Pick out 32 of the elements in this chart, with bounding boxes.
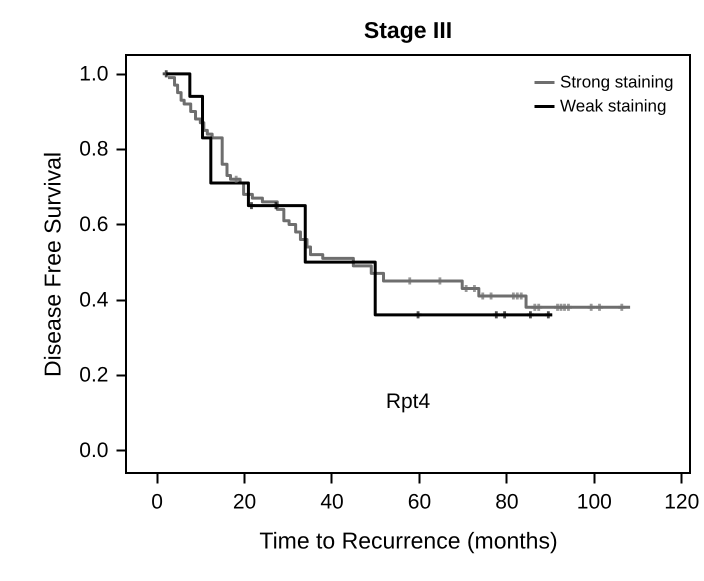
point	[272, 202, 280, 210]
y-tick-label: 0.4	[79, 288, 109, 312]
point	[564, 304, 572, 311]
point	[544, 311, 552, 318]
annotation: Rpt4	[386, 390, 430, 413]
point	[588, 304, 595, 311]
x-tick-label: 120	[664, 490, 700, 514]
point	[618, 304, 626, 311]
y-tick-label: 0.8	[79, 138, 108, 161]
legend-label: Weak staining	[560, 96, 666, 116]
point	[535, 304, 542, 311]
point	[414, 311, 422, 318]
point	[501, 311, 508, 318]
x-axis-title: Time to Recurrence (months)	[259, 528, 558, 554]
point	[526, 311, 534, 318]
y-tick-label: 0.6	[79, 212, 108, 236]
legend-label: Strong staining	[560, 72, 674, 92]
x-tick-label: 0	[151, 490, 163, 514]
chart-title: Stage III	[364, 17, 452, 43]
point	[232, 176, 240, 183]
y-tick-label: 0.0	[79, 438, 108, 462]
x-tick-label: 20	[232, 490, 256, 514]
y-axis-title: Disease Free Survival	[39, 152, 66, 377]
point	[596, 304, 604, 311]
x-tick-label: 100	[576, 490, 612, 514]
point	[492, 311, 500, 318]
x-tick-label: 40	[320, 490, 344, 514]
x-tick-label: 80	[495, 490, 519, 514]
y-tick-label: 0.2	[79, 364, 108, 387]
y-tick-label: 1.0	[79, 62, 108, 86]
point	[162, 70, 170, 78]
x-tick-label: 60	[408, 490, 432, 514]
